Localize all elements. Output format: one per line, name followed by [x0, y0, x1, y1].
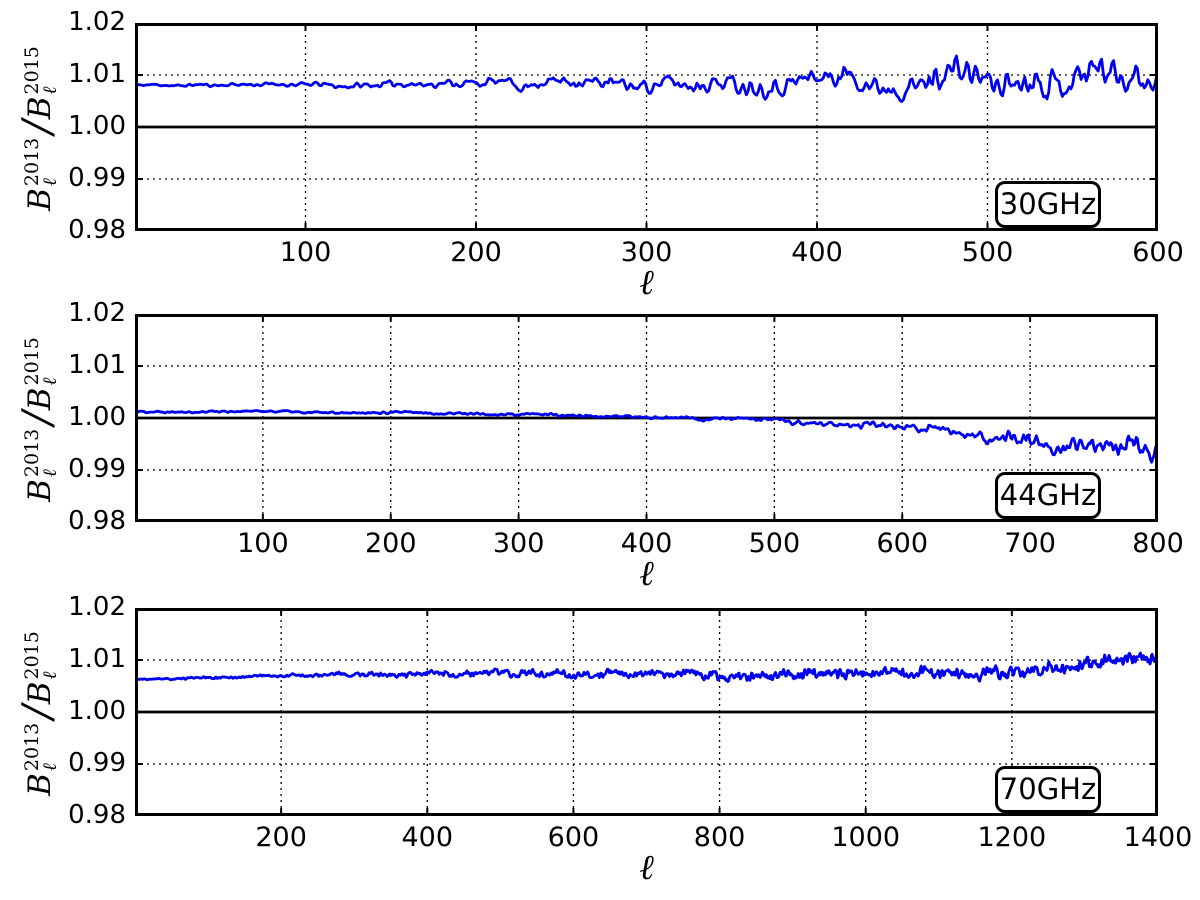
plot-area-30ghz: 30GHz: [135, 23, 1158, 231]
y-tick-label: 1.01: [68, 59, 126, 89]
x-tick-label: 800: [1132, 528, 1184, 559]
x-tick-label: 500: [748, 528, 801, 559]
channel-label: 30GHz: [999, 187, 1097, 221]
x-tick-label: 500: [961, 237, 1014, 268]
x-tick-label: 700: [1004, 528, 1056, 559]
x-axis-label: ℓ: [639, 848, 654, 888]
y-tick-label: 0.98: [68, 800, 126, 830]
x-tick-label: 300: [492, 528, 545, 559]
x-tick-label: 100: [237, 528, 289, 559]
y-tick-label: 0.99: [68, 454, 126, 484]
x-tick-label: 400: [791, 237, 843, 268]
y-tick-label: 1.02: [68, 7, 126, 37]
plot-canvas-70ghz: [135, 608, 1158, 816]
x-tick-label: 100: [279, 237, 332, 268]
y-tick-label: 1.02: [68, 298, 126, 328]
x-tick-label: 300: [620, 237, 673, 268]
panel-30ghz: B 2013 ℓ / B 2015 ℓ 30GHz ℓ 100 200 300 400 500 600…: [0, 0, 1200, 310]
x-tick-label: 1200: [977, 822, 1047, 853]
x-tick-label: 200: [255, 822, 307, 853]
plot-area-70ghz: 70GHz: [135, 608, 1158, 816]
x-tick-label: 600: [1132, 237, 1184, 268]
y-tick-label: 1.00: [68, 696, 126, 726]
channel-label-box-70ghz: 70GHz: [995, 766, 1101, 813]
y-tick-label: 1.01: [68, 644, 126, 674]
y-tick-label: 0.99: [68, 748, 126, 778]
y-tick-label: 0.98: [68, 506, 126, 536]
y-tick-label: 1.00: [68, 402, 126, 432]
panel-70ghz: B 2013 ℓ / B 2015 ℓ 70GHz ℓ 200 400 600 800 1000 12…: [0, 585, 1200, 895]
y-tick-label: 1.02: [68, 592, 126, 622]
x-tick-label: 1400: [1123, 822, 1193, 853]
x-tick-label: 200: [450, 237, 502, 268]
channel-label-box-30ghz: 30GHz: [995, 181, 1101, 228]
x-tick-label: 600: [876, 528, 929, 559]
y-tick-label: 1.00: [68, 111, 126, 141]
x-axis-label: ℓ: [639, 554, 654, 594]
y-tick-label: 0.98: [68, 215, 126, 245]
x-tick-label: 400: [620, 528, 673, 559]
channel-label: 70GHz: [999, 772, 1097, 806]
channel-label: 44GHz: [999, 478, 1097, 512]
plot-canvas-30ghz: [135, 23, 1158, 231]
channel-label-box-44ghz: 44GHz: [995, 472, 1101, 519]
panel-44ghz: B 2013 ℓ / B 2015 ℓ 44GHz ℓ 100 200 300 400 500 600…: [0, 291, 1200, 601]
x-tick-label: 200: [364, 528, 417, 559]
plot-canvas-44ghz: [135, 314, 1158, 522]
x-tick-label: 400: [401, 822, 454, 853]
y-tick-label: 0.99: [68, 163, 126, 193]
x-axis-label: ℓ: [639, 263, 654, 303]
x-tick-label: 800: [693, 822, 746, 853]
y-tick-label: 1.01: [68, 350, 126, 380]
x-tick-label: 600: [547, 822, 600, 853]
x-tick-label: 1000: [831, 822, 901, 853]
plot-area-44ghz: 44GHz: [135, 314, 1158, 522]
